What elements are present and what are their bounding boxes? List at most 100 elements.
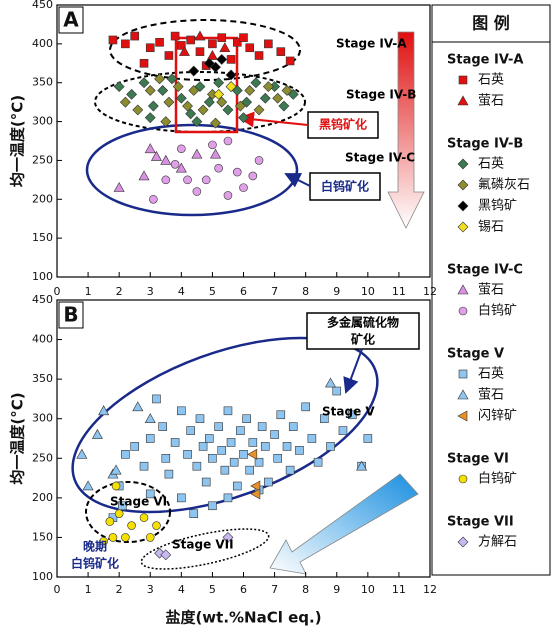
y-tick-label: 200 xyxy=(32,491,53,504)
data-point xyxy=(285,56,295,66)
ellipse-vi xyxy=(85,481,171,543)
data-point xyxy=(108,533,118,542)
data-point xyxy=(175,162,187,173)
data-point xyxy=(177,493,186,503)
y-tick-label: 100 xyxy=(32,570,53,583)
data-point xyxy=(198,442,208,451)
y-tick-label: 100 xyxy=(32,270,53,283)
data-point xyxy=(160,116,172,127)
data-point xyxy=(273,453,282,463)
data-point xyxy=(113,182,125,192)
data-point xyxy=(130,442,140,451)
data-point xyxy=(208,501,217,511)
layout-shapes xyxy=(71,4,551,576)
data-point xyxy=(183,175,192,185)
data-point xyxy=(152,394,161,404)
legend-group: Stage IV-A xyxy=(447,53,523,68)
data-point xyxy=(238,112,249,124)
legend-label: 方解石 xyxy=(478,534,517,550)
legend-label: 白钨矿 xyxy=(478,471,517,487)
data-point xyxy=(127,521,136,530)
x-tick-label: 12 xyxy=(423,583,437,596)
data-point xyxy=(154,73,165,85)
data-point xyxy=(121,450,130,459)
legend-group: Stage IV-C xyxy=(447,263,523,278)
data-point xyxy=(192,187,202,196)
data-point xyxy=(326,442,335,451)
data-point xyxy=(158,422,167,431)
data-point xyxy=(247,448,258,460)
legend-marker xyxy=(457,95,469,106)
data-point xyxy=(257,422,267,431)
data-point xyxy=(194,30,206,41)
data-point xyxy=(206,49,218,60)
data-point xyxy=(186,426,195,435)
x-tick-label: 0 xyxy=(54,285,61,298)
annotation: Stage IV-A xyxy=(336,37,407,51)
data-point xyxy=(208,140,217,150)
data-point xyxy=(144,85,156,96)
x-tick-label: 10 xyxy=(361,583,375,596)
data-point xyxy=(91,428,103,439)
y-axis-label: 均一温度(°C) xyxy=(9,95,27,187)
data-point xyxy=(239,450,248,459)
x-tick-label: 7 xyxy=(271,285,278,298)
data-point xyxy=(166,73,178,85)
data-point xyxy=(130,31,140,41)
y-tick-label: 400 xyxy=(32,37,53,50)
data-point xyxy=(114,509,124,518)
pointer xyxy=(343,348,363,394)
x-tick-label: 1 xyxy=(85,583,92,596)
data-point xyxy=(250,77,262,89)
ellipse-ivc xyxy=(85,123,299,217)
y-tick-label: 150 xyxy=(32,231,53,244)
legend-marker xyxy=(457,410,468,422)
data-point xyxy=(232,38,242,47)
annotation: Stage IV-C xyxy=(345,151,415,165)
legend-group: Stage VI xyxy=(447,452,509,467)
data-point xyxy=(208,39,217,49)
data-point xyxy=(170,160,180,169)
data-point xyxy=(195,47,205,56)
ellipse-v xyxy=(71,336,379,514)
data-point xyxy=(320,414,329,424)
data-point xyxy=(225,81,237,93)
x-tick-label: 11 xyxy=(392,285,406,298)
data-point xyxy=(232,481,242,491)
data-point xyxy=(254,457,264,467)
data-point xyxy=(191,148,203,159)
legend-label: 黑钨矿 xyxy=(478,198,517,214)
y-tick-label: 200 xyxy=(32,192,53,205)
data-point xyxy=(236,426,245,435)
legend-frame xyxy=(431,4,551,576)
legend-marker xyxy=(458,306,468,316)
data-point xyxy=(188,65,200,77)
data-point xyxy=(145,434,155,443)
data-point xyxy=(248,438,258,447)
data-point xyxy=(150,150,162,161)
data-point xyxy=(223,191,233,200)
x-tick-label: 3 xyxy=(147,285,154,298)
legend-label: 萤石 xyxy=(478,283,504,298)
data-point xyxy=(288,422,298,431)
data-point xyxy=(223,493,233,503)
annotation: 多金属硫化物 xyxy=(327,315,399,330)
data-point xyxy=(223,406,233,416)
data-point xyxy=(111,481,121,491)
x-tick-label: 5 xyxy=(209,583,216,596)
data-point xyxy=(264,477,273,487)
x-tick-label: 4 xyxy=(178,583,185,596)
data-point xyxy=(161,453,171,463)
data-point xyxy=(149,194,158,204)
data-point xyxy=(307,434,317,443)
panel-label: A xyxy=(63,8,79,32)
data-point xyxy=(214,422,223,431)
data-point xyxy=(325,377,337,388)
legend-marker xyxy=(457,200,469,212)
data-point xyxy=(197,104,209,116)
data-point xyxy=(110,464,122,475)
data-point xyxy=(161,175,171,185)
legend-label: 萤石 xyxy=(478,388,504,403)
data-point xyxy=(254,51,264,60)
x-tick-label: 9 xyxy=(333,285,340,298)
